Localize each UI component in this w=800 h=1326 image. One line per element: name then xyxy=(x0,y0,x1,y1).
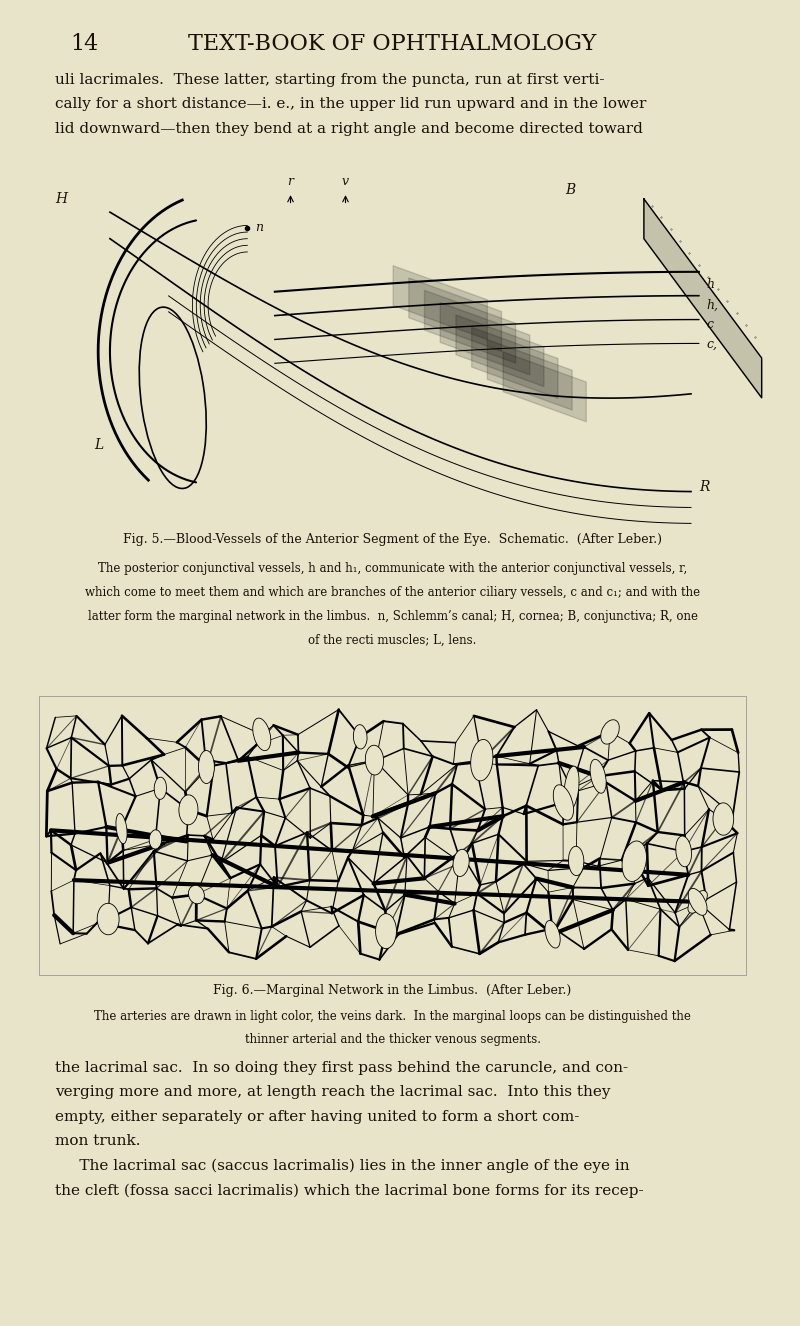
Ellipse shape xyxy=(564,766,579,810)
Ellipse shape xyxy=(622,841,646,882)
Text: The posterior conjunctival vessels, h and h₁, communicate with the anterior conj: The posterior conjunctival vessels, h an… xyxy=(98,562,687,575)
Ellipse shape xyxy=(545,920,560,948)
Ellipse shape xyxy=(198,751,214,784)
Ellipse shape xyxy=(253,719,270,751)
Ellipse shape xyxy=(375,914,397,948)
Text: h: h xyxy=(706,278,714,292)
Ellipse shape xyxy=(713,802,734,835)
Ellipse shape xyxy=(98,903,119,935)
Ellipse shape xyxy=(189,886,204,904)
Text: Fig. 6.—Marginal Network in the Limbus.  (After Leber.): Fig. 6.—Marginal Network in the Limbus. … xyxy=(214,984,572,997)
Ellipse shape xyxy=(154,777,166,800)
Ellipse shape xyxy=(590,760,606,793)
Ellipse shape xyxy=(601,720,619,744)
Text: h,: h, xyxy=(706,298,718,312)
Polygon shape xyxy=(644,199,762,398)
Text: thinner arterial and the thicker venous segments.: thinner arterial and the thicker venous … xyxy=(245,1033,541,1046)
Text: lid downward—then they bend at a right angle and become directed toward: lid downward—then they bend at a right a… xyxy=(55,122,643,137)
Text: 14: 14 xyxy=(70,33,99,56)
Ellipse shape xyxy=(453,849,469,876)
Ellipse shape xyxy=(554,785,574,821)
Text: TEXT-BOOK OF OPHTHALMOLOGY: TEXT-BOOK OF OPHTHALMOLOGY xyxy=(189,33,597,56)
Text: mon trunk.: mon trunk. xyxy=(55,1134,141,1148)
Ellipse shape xyxy=(179,794,198,825)
Text: r: r xyxy=(287,175,294,188)
Ellipse shape xyxy=(688,891,707,914)
Ellipse shape xyxy=(569,846,584,875)
Ellipse shape xyxy=(366,745,383,774)
Text: verging more and more, at length reach the lacrimal sac.  Into this they: verging more and more, at length reach t… xyxy=(55,1085,610,1099)
Text: the lacrimal sac.  In so doing they first pass behind the caruncle, and con-: the lacrimal sac. In so doing they first… xyxy=(55,1061,628,1075)
Text: c: c xyxy=(706,318,714,332)
Ellipse shape xyxy=(354,725,367,749)
Text: empty, either separately or after having united to form a short com-: empty, either separately or after having… xyxy=(55,1110,579,1124)
Ellipse shape xyxy=(150,830,162,849)
Ellipse shape xyxy=(555,786,572,819)
Text: n: n xyxy=(255,221,263,235)
FancyBboxPatch shape xyxy=(39,696,746,975)
Text: B: B xyxy=(566,183,576,198)
Text: of the recti muscles; L, lens.: of the recti muscles; L, lens. xyxy=(309,634,477,647)
Text: c,: c, xyxy=(706,338,718,351)
Text: The lacrimal sac (saccus lacrimalis) lies in the inner angle of the eye in: The lacrimal sac (saccus lacrimalis) lie… xyxy=(55,1159,630,1174)
Text: H: H xyxy=(55,192,67,207)
Ellipse shape xyxy=(116,814,127,843)
Text: latter form the marginal network in the limbus.  n, Schlemm’s canal; H, cornea; : latter form the marginal network in the … xyxy=(88,610,698,623)
Text: Fig. 5.—Blood-Vessels of the Anterior Segment of the Eye.  Schematic.  (After Le: Fig. 5.—Blood-Vessels of the Anterior Se… xyxy=(123,533,662,546)
Text: uli lacrimales.  These latter, starting from the puncta, run at first verti-: uli lacrimales. These latter, starting f… xyxy=(55,73,605,88)
FancyBboxPatch shape xyxy=(31,172,754,524)
Text: which come to meet them and which are branches of the anterior ciliary vessels, : which come to meet them and which are br… xyxy=(85,586,700,599)
Text: the cleft (fossa sacci lacrimalis) which the lacrimal bone forms for its recep-: the cleft (fossa sacci lacrimalis) which… xyxy=(55,1183,643,1197)
Text: L: L xyxy=(94,438,103,452)
Ellipse shape xyxy=(676,835,691,867)
Text: cally for a short distance—i. e., in the upper lid run upward and in the lower: cally for a short distance—i. e., in the… xyxy=(55,98,646,111)
Ellipse shape xyxy=(470,740,493,781)
Ellipse shape xyxy=(688,888,707,915)
Text: v: v xyxy=(342,175,349,188)
Text: R: R xyxy=(699,480,710,495)
Text: The arteries are drawn in light color, the veins dark.  In the marginal loops ca: The arteries are drawn in light color, t… xyxy=(94,1010,691,1024)
